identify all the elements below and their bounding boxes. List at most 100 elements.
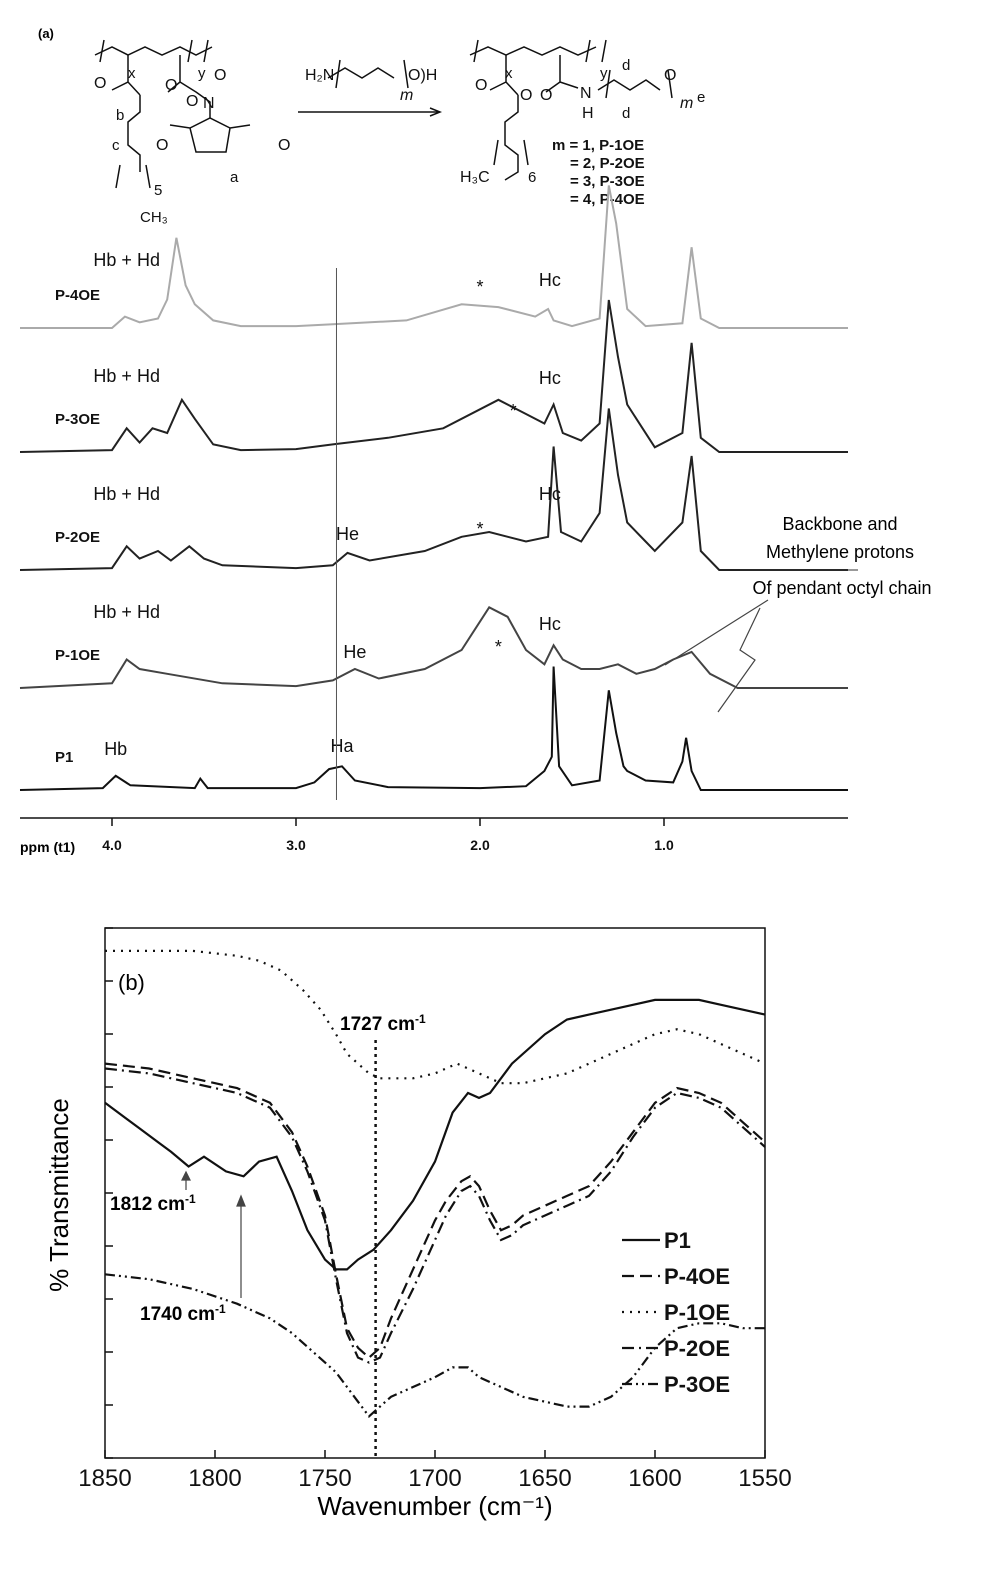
ftir-x-tick-label: 1850 [78, 1465, 131, 1492]
ftir-annotation-1812: 1812 cm-1 [110, 1192, 196, 1215]
scheme-product-e: e [697, 89, 705, 106]
scheme-product-6: 6 [528, 169, 536, 186]
panel-a-nmr: (a) O x y O [19, 26, 932, 855]
reactant-nhs-linker [167, 55, 211, 118]
nmr-ticks: 4.0 3.0 2.0 1.0 [102, 818, 674, 853]
arrow-1740-head [236, 1194, 246, 1207]
callout-leaders [664, 599, 769, 713]
callout-line-1: Backbone and [782, 514, 897, 534]
ftir-annotation-1727: 1727 cm-1 [340, 1012, 426, 1035]
scheme-label-a: a [230, 169, 239, 186]
nmr-series-p-3oe [19, 299, 848, 453]
scheme-product-o2: O [540, 87, 552, 104]
nmr-peak-label: Hc [539, 368, 561, 388]
nmr-peak-label: Hb + Hd [93, 250, 160, 270]
nmr-peak-label: Hb + Hd [93, 366, 160, 386]
scheme-reagent: H₂N [305, 67, 334, 84]
callout-line-3: Of pendant octyl chain [752, 578, 931, 598]
scheme-ch3-product: H₃C [460, 169, 490, 186]
nmr-series-p-1oe [19, 605, 848, 689]
nmr-series-p1 [19, 666, 848, 791]
nmr-series-p-4oe [20, 185, 848, 329]
nmr-tick-label: 4.0 [102, 837, 122, 853]
scheme-label-5: 5 [154, 182, 162, 199]
nmr-tick-label: 3.0 [286, 837, 306, 853]
scheme-label-b: b [116, 107, 124, 124]
scheme-label-n: N [203, 95, 215, 112]
reagent-chain [327, 67, 395, 79]
ftir-legend-label: P-3OE [664, 1372, 730, 1397]
scheme-product-o3: O [520, 87, 532, 104]
ftir-legend-label: P1 [664, 1228, 691, 1253]
scheme-reagent-oh: O)H [408, 67, 437, 84]
scheme-label-c: c [112, 137, 120, 154]
scheme-product-o4: O [664, 67, 676, 84]
ftir-ylabel: % Transmittance [44, 1098, 74, 1292]
scheme-product-1: m = 1, P-1OE [552, 137, 644, 154]
callout-line-2: Methylene protons [766, 542, 914, 562]
ftir-legend: P1 P-4OE P-1OE P-2OE P-3OE [622, 1228, 730, 1397]
ftir-legend-label: P-4OE [664, 1264, 730, 1289]
ftir-x-tick-label: 1800 [188, 1465, 241, 1492]
nmr-peak-label: Hb + Hd [93, 484, 160, 504]
nmr-peak-label: He [336, 524, 359, 544]
reaction-scheme [94, 39, 673, 189]
ftir-series-p1 [104, 998, 766, 1271]
ftir-legend-label: P-2OE [664, 1336, 730, 1361]
reaction-arrow-head [429, 107, 443, 117]
nmr-tick-label: 2.0 [470, 837, 490, 853]
scheme-product-h: H [582, 105, 594, 122]
nmr-series-label: P-3OE [55, 411, 100, 428]
ftir-y-ticks [105, 927, 113, 1459]
scheme-label-o1: O [94, 75, 106, 92]
nmr-peak-label: * [476, 277, 483, 297]
scheme-label-o3: O [186, 93, 198, 110]
scheme-ch3-reactant: CH₃ [140, 209, 168, 226]
nmr-xlabel: ppm (t1) [20, 839, 75, 855]
scheme-product-o1: O [475, 77, 487, 94]
scheme-x-product: x [505, 65, 513, 82]
panel-a-label: (a) [38, 26, 54, 41]
nmr-series-p-2oe [19, 408, 848, 571]
scheme-label-o4: O [214, 67, 226, 84]
reactant-backbone [94, 46, 213, 56]
scheme-product-n: N [580, 85, 592, 102]
ftir-arrows [181, 1170, 246, 1298]
scheme-label-o2: O [165, 77, 177, 94]
nmr-peak-label: * [476, 519, 483, 539]
scheme-y-reactant: y [198, 65, 206, 82]
scheme-product-2: = 2, P-2OE [570, 155, 645, 172]
scheme-product-m: m [680, 95, 693, 112]
nmr-peak-label: Hc [539, 614, 561, 634]
nmr-peak-label: Hb + Hd [93, 602, 160, 622]
panel-b-label: (b) [118, 970, 145, 995]
scheme-y-product: y [600, 65, 608, 82]
nmr-peak-label: Ha [330, 736, 354, 756]
nmr-series-label: P1 [55, 749, 73, 766]
scheme-x-reactant: x [128, 65, 136, 82]
ftir-x-tick-label: 1750 [298, 1465, 351, 1492]
ftir-x-ticks: 1850 1800 1750 1700 1650 1600 1550 [78, 1450, 792, 1492]
reactant-ester-chain [111, 55, 141, 172]
ftir-xlabel: Wavenumber (cm⁻¹) [317, 1491, 552, 1521]
scheme-product-d2: d [622, 105, 630, 122]
product-chain-brackets [493, 139, 529, 166]
nmr-peak-label: Hb [104, 739, 127, 759]
reactant-brackets [99, 39, 209, 63]
product-peg-brackets [605, 69, 673, 99]
ftir-x-tick-label: 1600 [628, 1465, 681, 1492]
nhs-ring [169, 117, 251, 153]
ftir-series-p-1oe [105, 949, 766, 1085]
nmr-callout: Backbone and Methylene protons Of pendan… [664, 514, 932, 713]
scheme-label-o5: O [156, 137, 168, 154]
product-ester-chain [489, 55, 519, 181]
scheme-product-3: = 3, P-3OE [570, 173, 645, 190]
nmr-series-label: P-4OE [55, 287, 100, 304]
reagent-brackets [335, 59, 409, 89]
ftir-x-tick-label: 1550 [738, 1465, 791, 1492]
product-brackets [473, 39, 607, 63]
nmr-peak-label: He [343, 642, 366, 662]
scheme-label-o6: O [278, 137, 290, 154]
product-amide-chain [545, 55, 661, 93]
